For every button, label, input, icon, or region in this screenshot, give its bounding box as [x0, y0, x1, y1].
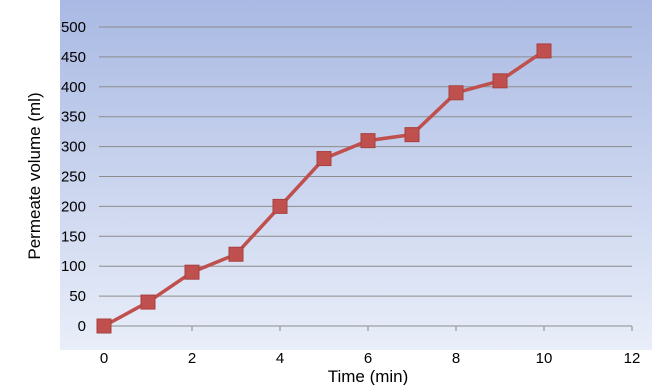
y-tick-label: 400 [61, 79, 86, 96]
x-tick-label: 0 [100, 350, 108, 367]
y-axis-title: Permeate volume (ml) [25, 92, 44, 259]
y-tick-label: 150 [61, 228, 86, 245]
data-point [228, 246, 244, 262]
y-tick-label: 100 [61, 258, 86, 275]
plot-area [60, 0, 652, 350]
y-tick-label: 500 [61, 19, 86, 36]
y-tick-label: 0 [78, 318, 86, 335]
y-tick-label: 350 [61, 109, 86, 126]
x-tick-label: 6 [364, 350, 372, 367]
x-tick-label: 4 [276, 350, 284, 367]
data-point [316, 151, 332, 167]
x-tick-label: 2 [188, 350, 196, 367]
data-point [536, 43, 552, 59]
x-tick-label: 12 [624, 350, 641, 367]
y-tick-label: 300 [61, 139, 86, 156]
x-axis-title: Time (min) [328, 367, 409, 385]
data-point [360, 133, 376, 149]
data-point [404, 127, 420, 143]
data-point [140, 294, 156, 310]
data-point [96, 318, 112, 334]
x-tick-label: 10 [536, 350, 553, 367]
data-point [448, 85, 464, 101]
x-tick-label: 8 [452, 350, 460, 367]
series [96, 43, 552, 334]
tick-labels: 0 50 100 150 200 250 300 350 400 450 500 0 2 4 6 8 10 12 [61, 19, 640, 367]
data-point [272, 198, 288, 214]
data-point [492, 73, 508, 89]
data-point [184, 264, 200, 280]
y-tick-label: 50 [69, 288, 86, 305]
y-tick-label: 200 [61, 198, 86, 215]
y-tick-label: 450 [61, 49, 86, 66]
y-tick-label: 250 [61, 169, 86, 186]
